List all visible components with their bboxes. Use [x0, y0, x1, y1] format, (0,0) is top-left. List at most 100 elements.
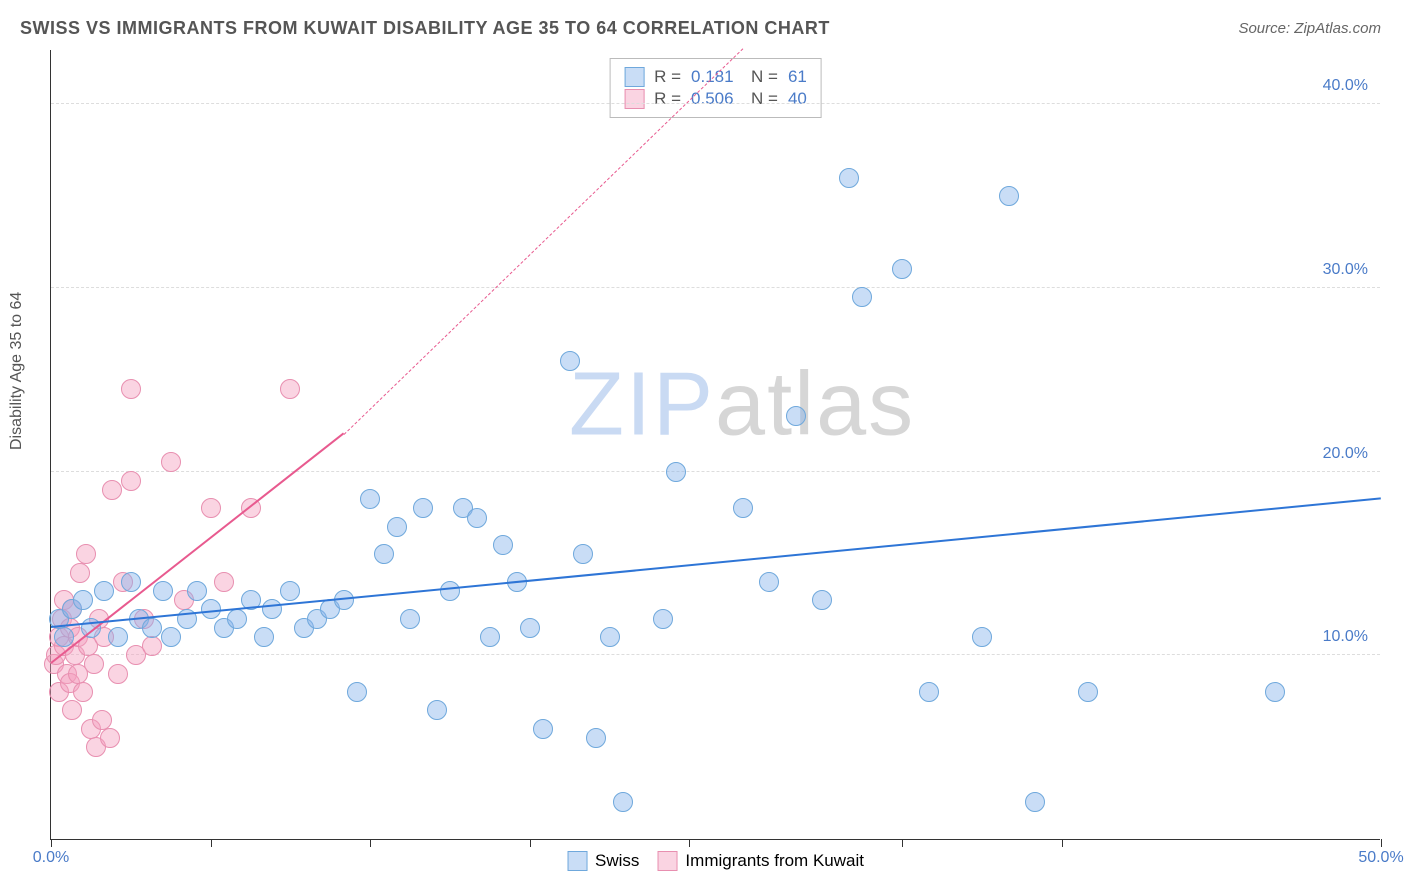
- series-legend: Swiss Immigrants from Kuwait: [567, 851, 864, 871]
- trendline: [343, 48, 743, 435]
- point-swiss: [480, 627, 500, 647]
- x-tick: [689, 839, 690, 847]
- point-swiss: [852, 287, 872, 307]
- legend-item-kuwait: Immigrants from Kuwait: [657, 851, 864, 871]
- x-tick: [902, 839, 903, 847]
- point-swiss: [666, 462, 686, 482]
- point-swiss: [347, 682, 367, 702]
- watermark-atlas: atlas: [715, 355, 915, 455]
- swatch-swiss-icon: [624, 67, 644, 87]
- swatch-swiss-icon: [567, 851, 587, 871]
- point-swiss: [440, 581, 460, 601]
- r-label: R =: [654, 89, 681, 109]
- y-tick-label: 30.0%: [1323, 261, 1368, 279]
- point-swiss: [161, 627, 181, 647]
- point-swiss: [653, 609, 673, 629]
- point-swiss: [999, 186, 1019, 206]
- point-kuwait: [62, 700, 82, 720]
- watermark: ZIPatlas: [569, 354, 915, 457]
- point-swiss: [533, 719, 553, 739]
- y-tick-label: 40.0%: [1323, 77, 1368, 95]
- point-swiss: [121, 572, 141, 592]
- point-swiss: [560, 351, 580, 371]
- point-swiss: [520, 618, 540, 638]
- point-swiss: [254, 627, 274, 647]
- point-swiss: [1265, 682, 1285, 702]
- legend-label-kuwait: Immigrants from Kuwait: [685, 851, 864, 871]
- x-tick: [1062, 839, 1063, 847]
- point-kuwait: [121, 471, 141, 491]
- point-swiss: [919, 682, 939, 702]
- point-kuwait: [121, 379, 141, 399]
- swatch-kuwait-icon: [624, 89, 644, 109]
- legend-item-swiss: Swiss: [567, 851, 639, 871]
- y-tick-label: 10.0%: [1323, 628, 1368, 646]
- point-swiss: [142, 618, 162, 638]
- stats-row-swiss: R = 0.181 N = 61: [624, 67, 807, 87]
- gridline: [51, 287, 1380, 288]
- point-swiss: [759, 572, 779, 592]
- x-tick: [211, 839, 212, 847]
- point-swiss: [467, 508, 487, 528]
- point-swiss: [613, 792, 633, 812]
- x-tick: [370, 839, 371, 847]
- x-tick: [530, 839, 531, 847]
- gridline: [51, 654, 1380, 655]
- x-tick: [1381, 839, 1382, 847]
- point-swiss: [280, 581, 300, 601]
- point-swiss: [387, 517, 407, 537]
- point-swiss: [786, 406, 806, 426]
- point-swiss: [493, 535, 513, 555]
- stats-legend: R = 0.181 N = 61 R = 0.506 N = 40: [609, 58, 822, 118]
- x-tick: [51, 839, 52, 847]
- point-kuwait: [100, 728, 120, 748]
- point-swiss: [427, 700, 447, 720]
- point-kuwait: [280, 379, 300, 399]
- point-kuwait: [76, 544, 96, 564]
- point-swiss: [94, 581, 114, 601]
- swatch-kuwait-icon: [657, 851, 677, 871]
- point-swiss: [586, 728, 606, 748]
- x-tick-label: 0.0%: [33, 849, 69, 867]
- point-kuwait: [161, 452, 181, 472]
- point-swiss: [839, 168, 859, 188]
- point-swiss: [108, 627, 128, 647]
- r-value-swiss: 0.181: [691, 67, 741, 87]
- n-value-swiss: 61: [788, 67, 807, 87]
- point-kuwait: [70, 563, 90, 583]
- point-kuwait: [73, 682, 93, 702]
- point-swiss: [227, 609, 247, 629]
- n-label: N =: [751, 89, 778, 109]
- r-label: R =: [654, 67, 681, 87]
- point-swiss: [733, 498, 753, 518]
- point-swiss: [400, 609, 420, 629]
- watermark-zip: ZIP: [569, 355, 715, 455]
- point-swiss: [413, 498, 433, 518]
- point-swiss: [54, 627, 74, 647]
- n-value-kuwait: 40: [788, 89, 807, 109]
- point-swiss: [892, 259, 912, 279]
- gridline: [51, 103, 1380, 104]
- point-swiss: [360, 489, 380, 509]
- chart-title: SWISS VS IMMIGRANTS FROM KUWAIT DISABILI…: [20, 18, 830, 39]
- point-kuwait: [142, 636, 162, 656]
- point-swiss: [262, 599, 282, 619]
- x-tick-label: 50.0%: [1358, 849, 1403, 867]
- point-swiss: [374, 544, 394, 564]
- point-swiss: [600, 627, 620, 647]
- point-kuwait: [108, 664, 128, 684]
- source-attribution: Source: ZipAtlas.com: [1238, 20, 1381, 37]
- point-swiss: [1078, 682, 1098, 702]
- legend-label-swiss: Swiss: [595, 851, 639, 871]
- stats-row-kuwait: R = 0.506 N = 40: [624, 89, 807, 109]
- point-kuwait: [84, 654, 104, 674]
- point-swiss: [187, 581, 207, 601]
- y-tick-label: 20.0%: [1323, 445, 1368, 463]
- point-swiss: [812, 590, 832, 610]
- point-kuwait: [102, 480, 122, 500]
- chart-container: SWISS VS IMMIGRANTS FROM KUWAIT DISABILI…: [0, 0, 1406, 892]
- point-swiss: [153, 581, 173, 601]
- gridline: [51, 471, 1380, 472]
- point-swiss: [573, 544, 593, 564]
- point-swiss: [972, 627, 992, 647]
